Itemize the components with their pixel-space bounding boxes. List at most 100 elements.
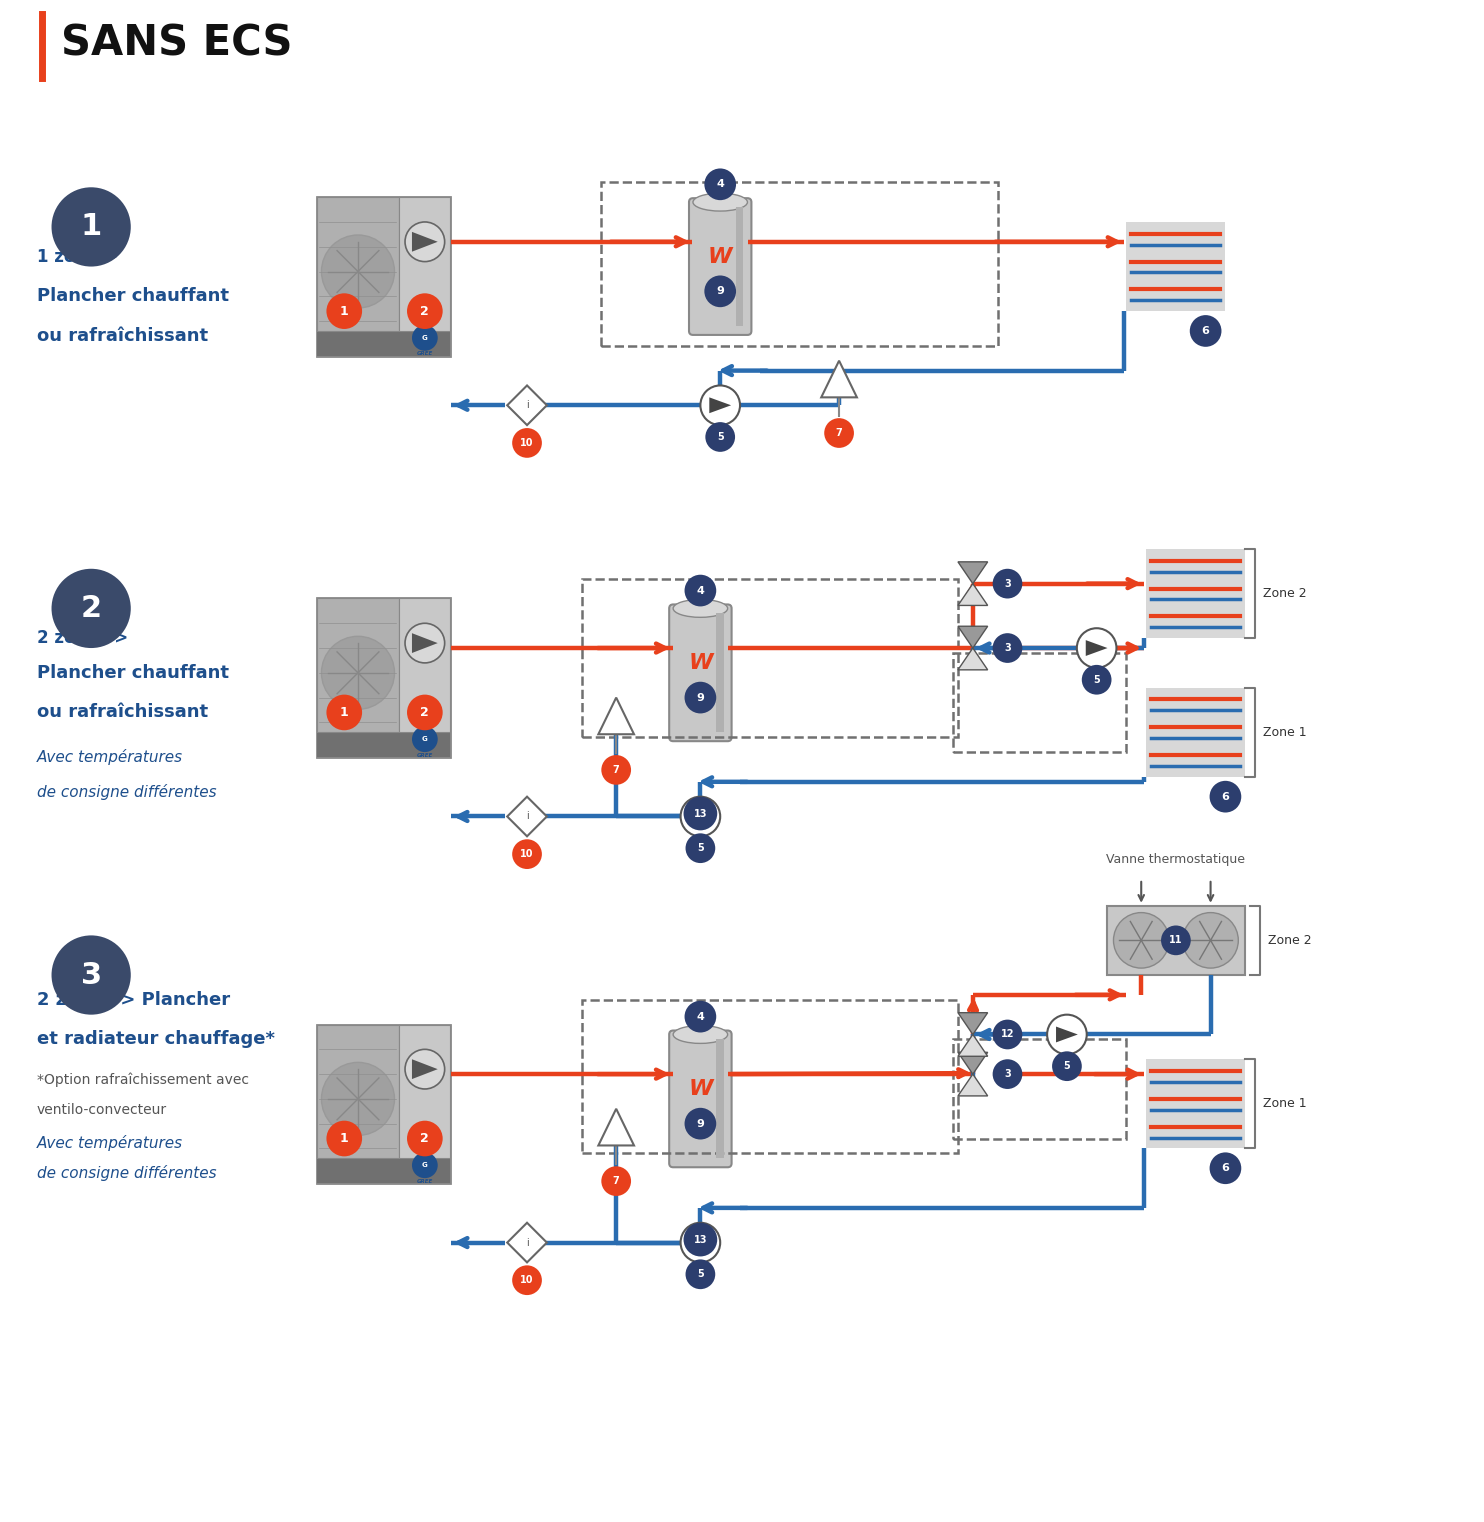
Polygon shape — [959, 562, 988, 583]
Polygon shape — [959, 1035, 988, 1056]
Text: 7: 7 — [835, 428, 843, 438]
Text: et radiateur chauffage*: et radiateur chauffage* — [37, 1030, 275, 1049]
Text: Plancher chauffant: Plancher chauffant — [37, 288, 229, 306]
Text: 5: 5 — [697, 1269, 703, 1280]
Text: 2: 2 — [420, 304, 429, 318]
Bar — [715, 1040, 724, 1158]
Text: ou rafraîchissant: ou rafraîchissant — [37, 703, 208, 721]
Text: 7: 7 — [613, 766, 619, 775]
Bar — [399, 1024, 450, 1158]
Text: 9: 9 — [696, 693, 705, 703]
Text: 5: 5 — [1094, 674, 1100, 685]
Text: 1: 1 — [80, 213, 102, 242]
Bar — [316, 198, 399, 330]
Text: 3: 3 — [1005, 1068, 1011, 1079]
Text: 3: 3 — [1005, 578, 1011, 589]
Text: Vanne thermostatique: Vanne thermostatique — [1107, 852, 1245, 866]
Circle shape — [1113, 913, 1169, 968]
FancyBboxPatch shape — [669, 1030, 732, 1167]
Text: W: W — [708, 247, 733, 266]
Text: 5: 5 — [697, 843, 703, 854]
Polygon shape — [959, 1075, 988, 1096]
Circle shape — [1048, 1015, 1086, 1055]
Circle shape — [1160, 925, 1190, 956]
Text: 7: 7 — [613, 1177, 619, 1186]
Circle shape — [413, 326, 438, 350]
FancyBboxPatch shape — [689, 198, 751, 335]
Bar — [582, 578, 959, 737]
Bar — [736, 207, 743, 326]
Text: W: W — [689, 1079, 712, 1099]
Text: 12: 12 — [1000, 1029, 1014, 1040]
Text: GREE: GREE — [417, 752, 433, 758]
Text: 4: 4 — [696, 586, 705, 595]
Text: 5: 5 — [717, 432, 724, 441]
Text: 13: 13 — [693, 808, 708, 819]
Text: *Option rafraîchissement avec: *Option rafraîchissement avec — [37, 1073, 249, 1087]
Bar — [316, 1158, 450, 1183]
Text: de consigne différentes: de consigne différentes — [37, 784, 217, 799]
FancyBboxPatch shape — [316, 198, 450, 356]
Polygon shape — [959, 1052, 988, 1075]
Text: 9: 9 — [696, 1119, 705, 1129]
Bar — [399, 198, 450, 330]
Text: W: W — [689, 653, 712, 673]
FancyBboxPatch shape — [669, 604, 732, 741]
Polygon shape — [821, 361, 856, 397]
Circle shape — [407, 294, 442, 329]
Circle shape — [405, 222, 445, 262]
Circle shape — [405, 1049, 445, 1088]
Text: 6: 6 — [1221, 791, 1229, 802]
Circle shape — [684, 796, 717, 831]
Polygon shape — [959, 1012, 988, 1035]
Text: 6: 6 — [1202, 326, 1209, 336]
Circle shape — [993, 1059, 1022, 1088]
Ellipse shape — [674, 1026, 727, 1044]
Bar — [715, 613, 724, 732]
Circle shape — [413, 726, 438, 752]
Text: 1: 1 — [340, 1132, 349, 1145]
Circle shape — [326, 1120, 362, 1157]
Bar — [316, 1024, 399, 1158]
Circle shape — [1209, 781, 1241, 813]
Polygon shape — [690, 808, 711, 825]
Circle shape — [1183, 913, 1238, 968]
Circle shape — [705, 275, 736, 307]
Circle shape — [705, 422, 735, 452]
Text: G: G — [421, 335, 427, 341]
Text: 1 zone >: 1 zone > — [37, 248, 117, 266]
Text: 3: 3 — [80, 960, 102, 989]
Text: Zone 2: Zone 2 — [1263, 587, 1307, 600]
Bar — [953, 1040, 1126, 1138]
Circle shape — [705, 169, 736, 201]
Ellipse shape — [674, 600, 727, 618]
Text: 2: 2 — [420, 1132, 429, 1145]
Polygon shape — [690, 1234, 711, 1251]
Bar — [1126, 222, 1226, 310]
Text: 10: 10 — [521, 438, 534, 447]
Circle shape — [326, 694, 362, 731]
Polygon shape — [598, 697, 634, 734]
Text: Zone 1: Zone 1 — [1263, 726, 1307, 738]
Polygon shape — [1086, 641, 1107, 656]
Circle shape — [824, 419, 853, 447]
Text: 9: 9 — [717, 286, 724, 297]
Circle shape — [1077, 629, 1116, 668]
Circle shape — [512, 839, 542, 869]
Circle shape — [681, 796, 720, 836]
Polygon shape — [598, 1110, 634, 1146]
Text: 1: 1 — [340, 706, 349, 718]
Bar — [399, 598, 450, 732]
Polygon shape — [508, 1222, 546, 1262]
Text: ventilo-convecteur: ventilo-convecteur — [37, 1103, 166, 1117]
Circle shape — [512, 1265, 542, 1295]
Text: ou rafraîchissant: ou rafraîchissant — [37, 327, 208, 345]
Circle shape — [413, 1152, 438, 1178]
Circle shape — [684, 682, 717, 714]
Text: i: i — [525, 1237, 528, 1248]
Text: GREE: GREE — [417, 352, 433, 356]
Polygon shape — [508, 796, 546, 836]
Text: 3: 3 — [1005, 642, 1011, 653]
Text: 2 zones > Plancher: 2 zones > Plancher — [37, 991, 230, 1009]
Polygon shape — [709, 397, 732, 412]
